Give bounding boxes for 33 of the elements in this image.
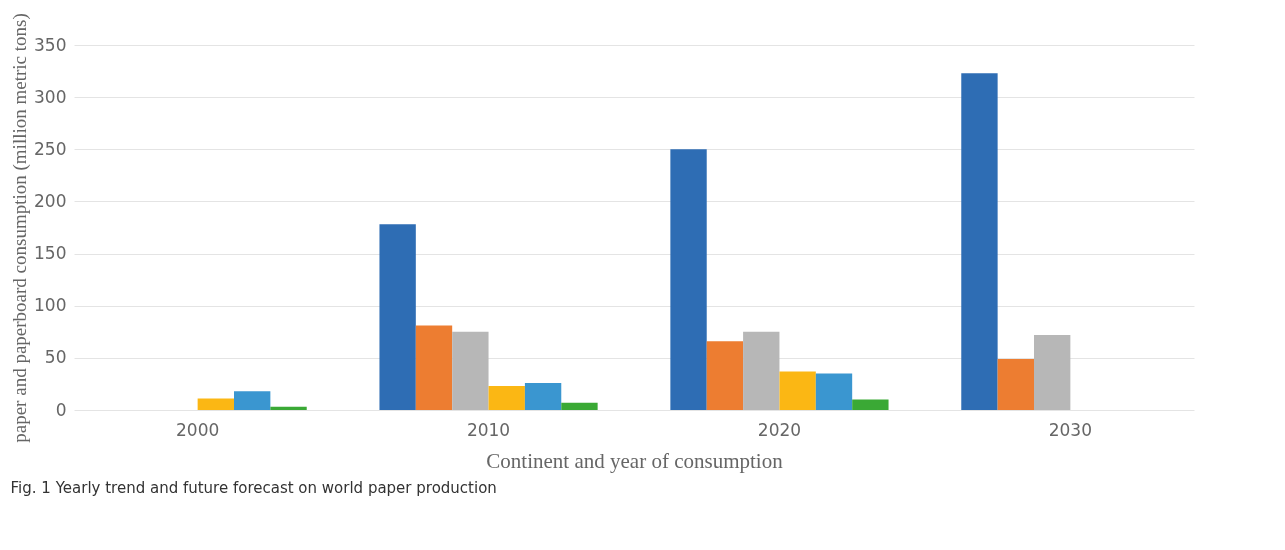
- x-tick-label: 2000: [176, 419, 220, 440]
- x-tick-label: 2030: [1048, 419, 1092, 440]
- y-tick-label: 100: [34, 295, 67, 316]
- x-tick-label: 2020: [757, 419, 802, 440]
- y-tick-label: 300: [34, 86, 67, 107]
- bar: [561, 402, 598, 410]
- y-tick-label: 200: [34, 190, 67, 211]
- caption: Fig. 1 Yearly trend and future forecast on world paper production: [10, 479, 497, 497]
- y-tick-label: 50: [44, 347, 67, 368]
- bar: [197, 398, 234, 410]
- bar: [961, 73, 998, 410]
- y-tick-label: 350: [34, 34, 67, 55]
- x-axis-title: Continent and year of consumption: [486, 448, 784, 473]
- bar: [270, 406, 307, 410]
- y-tick-label: 150: [34, 243, 67, 264]
- y-axis-title: paper and paperboard consumption (million metric tons): [9, 13, 32, 443]
- x-tick-label: 2010: [466, 419, 511, 440]
- bar: [415, 325, 453, 410]
- bar: [815, 373, 853, 410]
- bar: [997, 358, 1034, 410]
- bar: [234, 391, 271, 410]
- y-tick-label: 0: [55, 399, 67, 420]
- bar: [1034, 334, 1071, 410]
- bar: [779, 371, 816, 410]
- bar: [488, 386, 525, 410]
- bar: [379, 224, 416, 410]
- bar: [852, 399, 889, 410]
- bar: [524, 382, 562, 410]
- bar: [743, 331, 780, 410]
- bar: [452, 331, 489, 410]
- bar: [706, 341, 744, 410]
- bar: [670, 149, 707, 410]
- y-tick-label: 250: [34, 138, 67, 159]
